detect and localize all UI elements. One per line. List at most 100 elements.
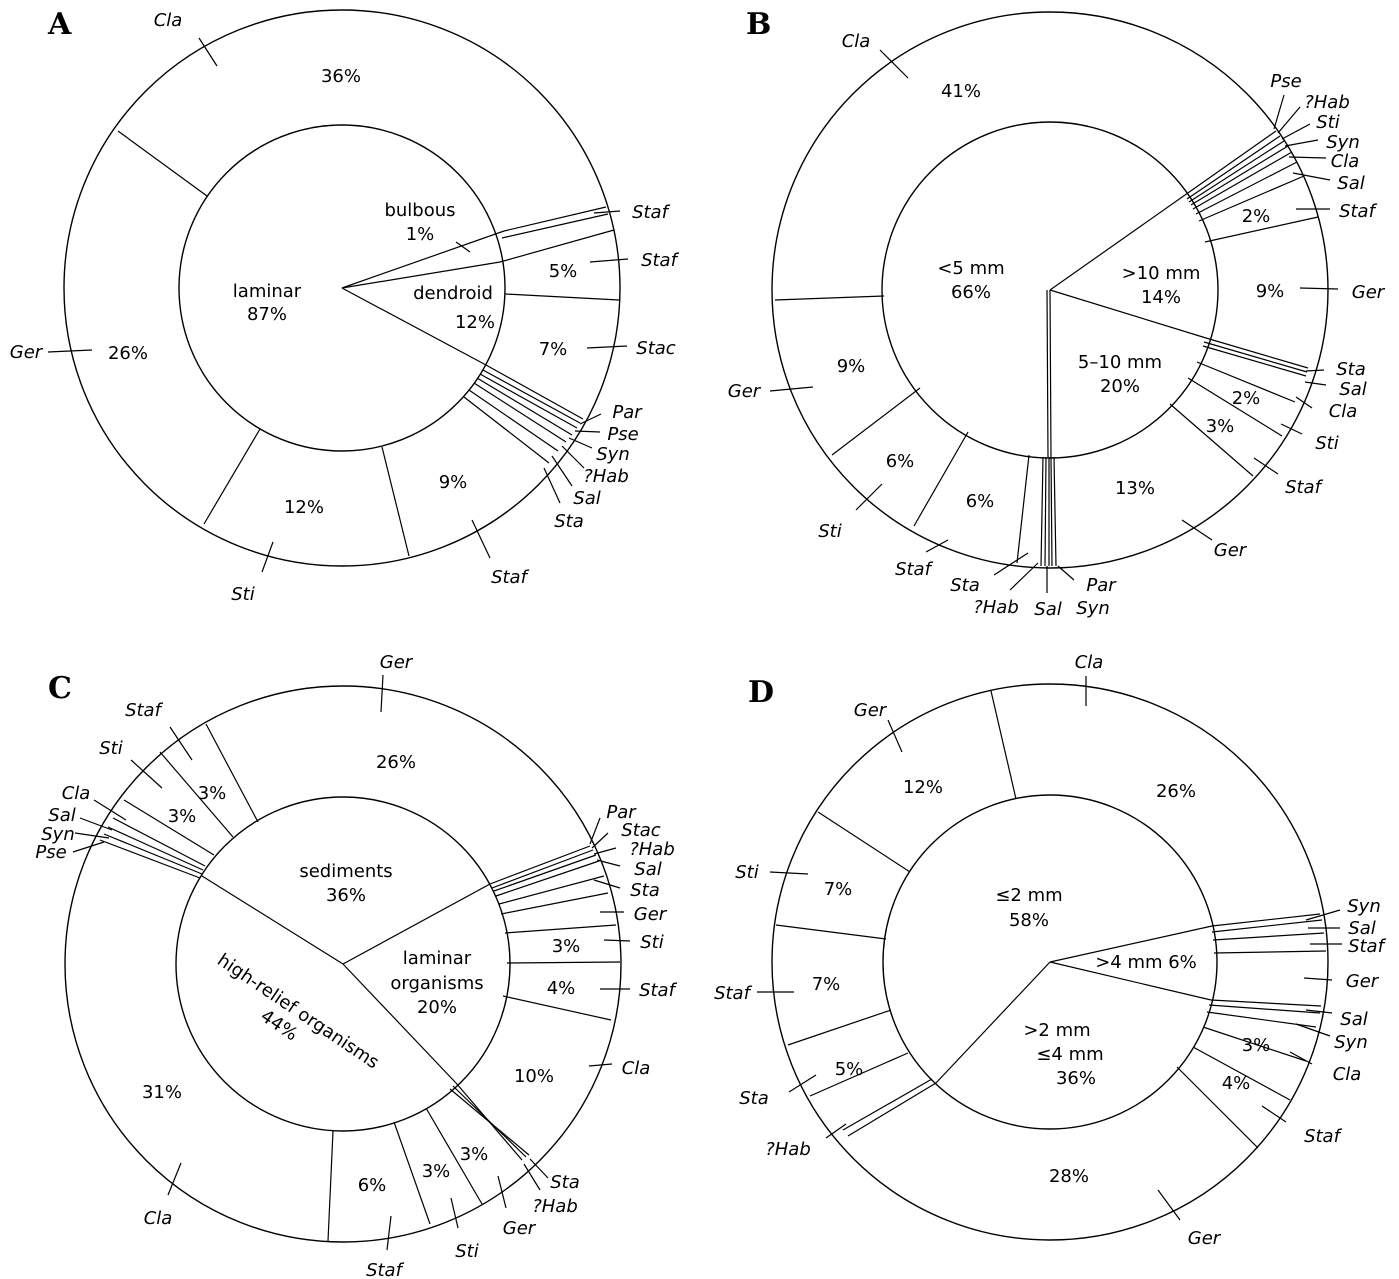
outer-divider <box>775 924 887 940</box>
inner-label: sediments <box>299 861 392 882</box>
outer-divider <box>913 431 969 527</box>
outer-divider <box>103 833 203 875</box>
outer-pct: 10% <box>514 1066 554 1087</box>
outer-divider <box>381 446 410 557</box>
taxon-label: Sal <box>634 859 661 880</box>
leader-line <box>586 345 628 349</box>
taxon-label: Staf <box>491 567 530 588</box>
leader-line <box>568 437 593 449</box>
outer-divider <box>1176 1066 1259 1149</box>
panel-d: D ≤2 mm 58% >4 mm 6% >2 mm ≤4 mm 36% 26% <box>714 652 1387 1249</box>
leader-line <box>551 455 573 487</box>
outer-divider <box>159 751 234 838</box>
inner-label: ≤4 mm <box>1036 1044 1103 1065</box>
outer-pct: 3% <box>198 783 227 804</box>
inner-label: bulbous <box>384 200 455 221</box>
taxon-label: Cla <box>622 1058 651 1079</box>
leader-line <box>1253 457 1279 475</box>
leader-line <box>1009 562 1039 591</box>
taxon-label: Staf <box>1348 936 1387 957</box>
leader-line <box>93 799 127 821</box>
leader-line <box>523 1163 541 1191</box>
outer-pct: 3% <box>552 936 581 957</box>
outer-divider <box>468 389 559 452</box>
taxon-label: Staf <box>714 983 753 1004</box>
outer-divider <box>1192 1046 1291 1101</box>
outer-divider <box>495 860 600 897</box>
outer-divider <box>203 428 261 525</box>
leader-line <box>261 541 274 573</box>
outer-pct: 9% <box>1256 281 1285 302</box>
outer-divider <box>809 1052 909 1097</box>
outer-divider <box>482 369 581 424</box>
inner-pct: 12% <box>455 312 495 333</box>
outer-divider <box>504 293 620 301</box>
inner-divider <box>1046 289 1049 458</box>
leader-line <box>471 519 491 559</box>
taxon-label: Cla <box>842 31 871 52</box>
taxon-label: Cla <box>62 783 91 804</box>
outer-pct: 7% <box>824 879 853 900</box>
taxon-label: Sti <box>818 521 841 542</box>
taxon-label: Staf <box>1285 477 1324 498</box>
outer-divider <box>1186 135 1281 200</box>
outer-divider <box>498 875 605 905</box>
taxon-label: Pse <box>607 424 638 445</box>
leader-line <box>1292 172 1331 181</box>
outer-divider <box>503 206 607 232</box>
outer-divider <box>504 924 617 934</box>
taxon-label: ?Hab <box>765 1139 811 1160</box>
leader-line <box>769 386 814 392</box>
taxon-label: Cla <box>154 10 183 31</box>
outer-divider <box>1188 140 1285 203</box>
taxon-label: Staf <box>1304 1126 1343 1147</box>
panel-letter-a: A <box>47 7 72 42</box>
leader-line <box>497 1175 507 1209</box>
taxon-label: Sti <box>640 932 663 953</box>
outer-divider <box>1203 341 1308 373</box>
leader-line <box>769 871 809 875</box>
outer-divider <box>476 377 573 436</box>
leader-line <box>925 539 949 553</box>
panel-letter-d: D <box>748 675 774 710</box>
inner-label: ≤2 mm <box>995 885 1062 906</box>
inner-label: laminar <box>403 948 472 969</box>
outer-divider <box>1195 161 1298 215</box>
taxon-label: ?Hab <box>532 1196 578 1217</box>
taxon-label: Sta <box>554 511 584 532</box>
outer-pct: 26% <box>108 343 148 364</box>
inner-label: 5–10 mm <box>1078 352 1162 373</box>
taxon-label: Staf <box>895 559 934 580</box>
taxon-label: Cla <box>1333 1064 1362 1085</box>
taxon-label: ?Hab <box>629 839 675 860</box>
leader-line <box>593 847 617 855</box>
outer-divider <box>1202 1026 1307 1062</box>
outer-pct: 4% <box>547 978 576 999</box>
outer-divider <box>990 690 1017 800</box>
inner-pct: 1% <box>406 224 435 245</box>
taxon-label: Sti <box>1315 433 1338 454</box>
outer-divider <box>774 295 885 301</box>
outer-pct: 26% <box>1156 781 1196 802</box>
leader-line <box>1295 396 1313 409</box>
leader-line <box>1305 369 1325 372</box>
taxon-label: Ger <box>854 700 888 721</box>
leader-line <box>1281 123 1311 140</box>
outer-divider <box>1184 130 1277 196</box>
inner-divider <box>201 875 344 965</box>
outer-divider <box>123 799 215 856</box>
taxon-label: Cla <box>144 1208 173 1229</box>
outer-divider <box>1211 919 1323 933</box>
leader-line <box>1277 106 1301 134</box>
outer-divider <box>1198 175 1305 222</box>
taxon-label: Stac <box>636 338 676 359</box>
inner-pct: 20% <box>417 997 457 1018</box>
taxon-label: Ger <box>728 381 762 402</box>
outer-divider <box>1212 932 1325 941</box>
taxon-label: Cla <box>1329 401 1358 422</box>
leader-line <box>1181 519 1213 541</box>
leader-line <box>788 1074 817 1093</box>
taxon-label: Staf <box>125 700 164 721</box>
